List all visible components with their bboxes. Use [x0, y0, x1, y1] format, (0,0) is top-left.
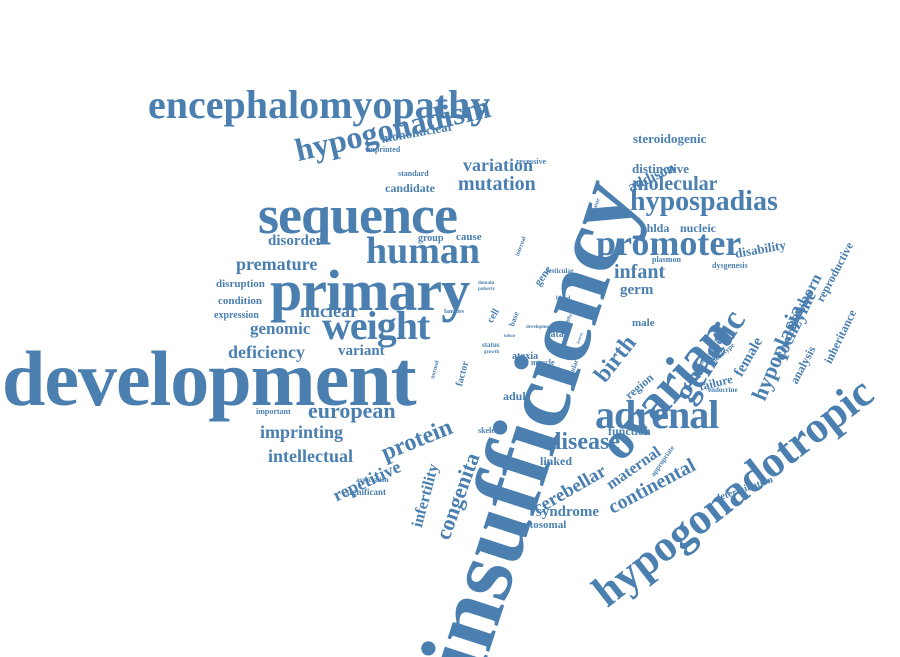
cloud-word: hypospadias — [630, 186, 778, 217]
cloud-word: genomic — [250, 319, 311, 338]
cloud-word: domain — [478, 281, 495, 286]
cloud-word: dysgenesis — [712, 261, 748, 270]
cloud-word: condition — [218, 295, 263, 307]
cloud-word: human — [366, 230, 481, 272]
cloud-word: important — [256, 407, 291, 416]
cloud-word: follicle — [504, 333, 516, 338]
cloud-word: weight — [322, 303, 430, 348]
cloud-word: expression — [214, 310, 259, 321]
cloud-word: autosomal — [518, 519, 567, 531]
cloud-word: endocrine — [708, 386, 738, 394]
cloud-word: cause — [456, 231, 482, 243]
cloud-word: testicular — [546, 267, 574, 275]
cloud-word: status — [482, 341, 500, 349]
cloud-word: inheritance — [821, 307, 860, 366]
cloud-word: phlda — [640, 221, 670, 235]
cloud-word: linked — [540, 454, 573, 468]
cloud-word: promoter — [596, 223, 742, 263]
cloud-word: disability — [733, 237, 787, 261]
cloud-word: effect — [568, 302, 580, 307]
cloud-word: families — [444, 309, 464, 315]
cloud-word: syndrome — [536, 504, 600, 520]
cloud-word: ataxia — [512, 351, 539, 362]
cloud-word: sequence — [258, 185, 458, 245]
cloud-word: premature — [236, 254, 318, 274]
cloud-word: male — [632, 317, 655, 329]
cloud-word: distinctive — [632, 161, 690, 176]
cloud-word: data — [545, 329, 564, 340]
cloud-word: factor — [454, 360, 472, 388]
cloud-word: disease — [548, 429, 620, 455]
cloud-word: significant — [346, 487, 387, 497]
cloud-word: candidate — [385, 181, 436, 195]
cloud-word: function — [608, 424, 651, 438]
cloud-word: steroidogenic — [633, 131, 707, 146]
cloud-word: disruption — [216, 278, 265, 290]
cloud-word: internal — [515, 235, 528, 258]
cloud-word: group — [418, 233, 444, 244]
cloud-word: blood — [556, 296, 571, 302]
cloud-word: development — [526, 325, 554, 330]
cloud-word: encephalomyopathy — [148, 82, 491, 127]
cloud-word: normal — [430, 359, 441, 380]
cloud-word: cell — [485, 306, 502, 325]
cloud-word: skeletal — [478, 426, 504, 435]
cloud-word: nuclear — [300, 301, 358, 321]
cloud-word: molecular — [632, 173, 718, 195]
cloud-word: deficiency — [228, 342, 305, 362]
cloud-word: nucleic — [680, 221, 716, 235]
cloud-word: growth — [484, 350, 500, 355]
cloud-word: standard — [398, 169, 429, 178]
cloud-word: adult — [503, 389, 530, 403]
cloud-word: germ — [620, 282, 654, 298]
cloud-word: imprinted — [366, 145, 401, 154]
cloud-word: adrenal — [595, 392, 719, 437]
cloud-word: reproductive — [813, 239, 857, 305]
cloud-word: variant — [338, 343, 385, 359]
cloud-word: plasmon — [652, 255, 681, 264]
cloud-word: infant — [614, 261, 666, 283]
cloud-word: intellectual — [268, 446, 353, 466]
cloud-word: puberty — [478, 287, 495, 292]
cloud-word: imprinting — [260, 422, 344, 442]
cloud-word: recessive — [516, 157, 547, 166]
cloud-word: primary — [270, 258, 470, 323]
cloud-word: disorder — [268, 233, 323, 249]
cloud-word: mutation — [458, 173, 536, 195]
cloud-word: variation — [463, 155, 533, 175]
cloud-word: european — [308, 398, 396, 423]
cloud-word: muscle — [531, 358, 555, 367]
cloud-word: association — [356, 476, 389, 484]
cloud-word: development — [2, 335, 417, 422]
